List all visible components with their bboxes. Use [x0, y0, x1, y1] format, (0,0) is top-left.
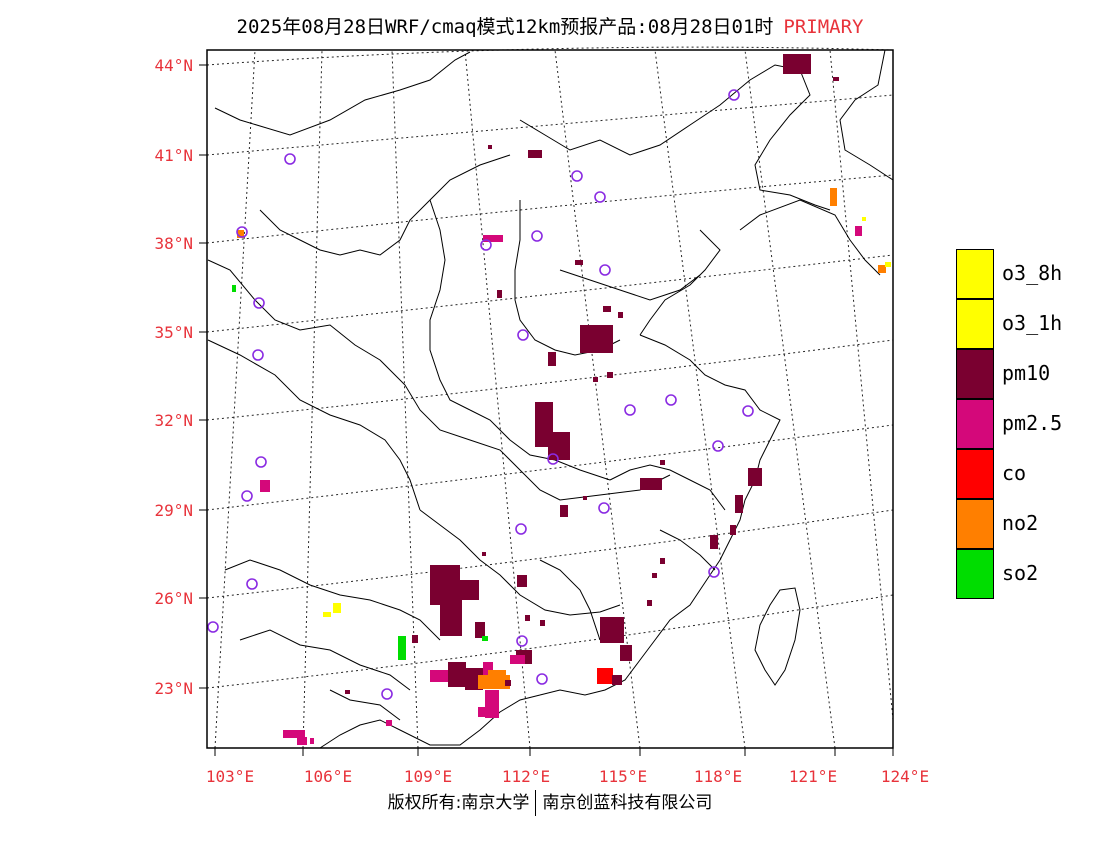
- primary-tag: PRIMARY: [783, 16, 864, 38]
- legend-swatch: [956, 349, 994, 399]
- lat-label-26: 26°N: [154, 589, 193, 608]
- map-title-text: 2025年08月28日WRF/cmaq模式12km预报产品:08月28日01时: [236, 16, 774, 38]
- lon-label-124: 124°E: [881, 767, 929, 786]
- footer-separator: [535, 790, 537, 816]
- lon-label-118: 118°E: [694, 767, 742, 786]
- legend-swatch: [956, 399, 994, 449]
- legend-label: o3_8h: [1002, 261, 1063, 285]
- lat-axis: [199, 64, 207, 689]
- lat-label-32: 32°N: [154, 411, 193, 430]
- legend-label: pm10: [1002, 361, 1051, 385]
- copyright-left: 版权所有:南京大学: [387, 793, 530, 813]
- copyright-footer: 版权所有:南京大学 南京创蓝科技有限公司: [0, 788, 1100, 816]
- lon-label-109: 109°E: [404, 767, 452, 786]
- legend-label: so2: [1002, 561, 1039, 585]
- map-frame: [206, 49, 894, 749]
- graticule: [206, 46, 894, 749]
- legend-swatch: [956, 299, 994, 349]
- legend-swatch: [956, 499, 994, 549]
- boundary-lines: [207, 49, 894, 749]
- lon-label-106: 106°E: [304, 767, 352, 786]
- lon-label-115: 115°E: [599, 767, 647, 786]
- lat-label-23: 23°N: [154, 679, 193, 698]
- legend-label: no2: [1002, 511, 1039, 535]
- lon-label-103: 103°E: [206, 767, 254, 786]
- legend-label: o3_1h: [1002, 311, 1063, 335]
- copyright-right: 南京创蓝科技有限公司: [542, 793, 713, 813]
- lon-label-121: 121°E: [789, 767, 837, 786]
- legend-label: pm2.5: [1002, 411, 1063, 435]
- city-markers: [207, 89, 754, 700]
- map-title: 2025年08月28日WRF/cmaq模式12km预报产品:08月28日01时 P…: [0, 12, 1100, 39]
- pollution-cells: [232, 54, 891, 745]
- lat-label-41: 41°N: [154, 146, 193, 165]
- lat-label-35: 35°N: [154, 323, 193, 342]
- lon-label-112: 112°E: [502, 767, 550, 786]
- lat-label-38: 38°N: [154, 234, 193, 253]
- legend-swatch: [956, 549, 994, 599]
- legend-swatch: [956, 249, 994, 299]
- legend-label: co: [1002, 461, 1027, 485]
- lat-label-44: 44°N: [154, 56, 193, 75]
- legend-swatch: [956, 449, 994, 499]
- lat-label-29: 29°N: [154, 501, 193, 520]
- lon-axis: [214, 748, 894, 756]
